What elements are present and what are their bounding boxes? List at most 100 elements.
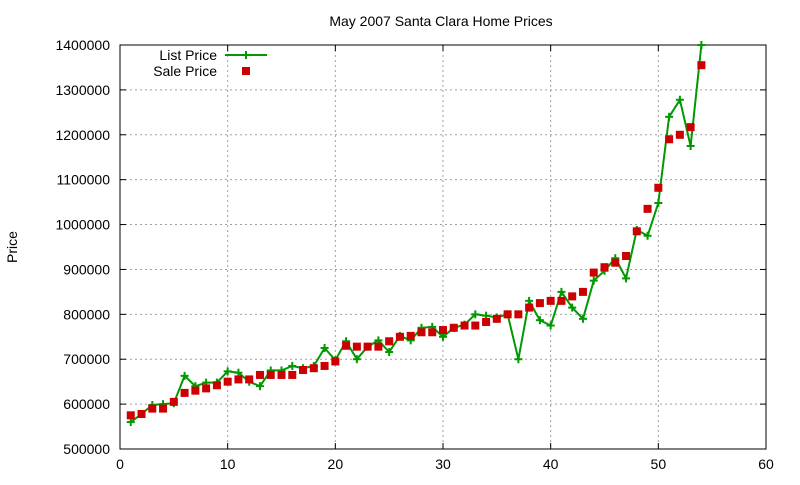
list-price-point <box>697 41 706 49</box>
list-price-point <box>439 332 447 341</box>
list-price-point <box>126 418 135 427</box>
sale-price-point <box>191 386 200 395</box>
list-price-point <box>589 276 598 285</box>
x-tick-label: 60 <box>758 456 774 472</box>
sale-price-point <box>202 384 211 393</box>
sale-price-point <box>385 337 394 346</box>
sale-price-point <box>546 296 555 305</box>
x-tick-label: 50 <box>651 456 667 472</box>
sale-price-point <box>578 287 587 296</box>
list-price-point <box>557 287 566 296</box>
list-price-point <box>525 296 534 305</box>
sale-price-point <box>643 204 652 213</box>
list-price-line <box>130 44 703 423</box>
list-price-point <box>320 344 329 352</box>
sale-price-point <box>589 268 598 277</box>
sale-price-point <box>126 411 135 420</box>
x-tick-label: 40 <box>543 456 559 472</box>
sale-price-point <box>439 326 447 335</box>
sale-price-point <box>288 370 297 379</box>
sale-price-point <box>632 227 641 236</box>
y-tick-label: 600000 <box>63 396 110 412</box>
sale-price-point <box>675 130 684 139</box>
sale-price-point <box>600 263 609 272</box>
sale-price-point <box>331 357 340 366</box>
y-tick-label: 1200000 <box>55 127 110 143</box>
sale-price-point <box>299 365 308 374</box>
sale-price-point <box>309 364 318 373</box>
list-price-point <box>385 348 394 357</box>
list-price-point <box>578 314 587 323</box>
list-price-point <box>514 355 523 364</box>
tick-labels: 0 10 20 30 40 50 60 500000 600000 700000 800000 900… <box>55 37 774 472</box>
sale-price-point <box>471 321 480 330</box>
legend-sample-sale-price <box>242 67 250 75</box>
y-axis-label: Price <box>4 231 20 263</box>
list-price-point <box>288 361 297 370</box>
x-tick-label: 10 <box>220 456 236 472</box>
y-tick-label: 1000000 <box>55 217 110 233</box>
sale-price-point <box>212 381 221 390</box>
list-price-point <box>686 142 695 150</box>
list-price-point <box>675 95 684 104</box>
y-tick-label: 1400000 <box>55 37 110 53</box>
sale-price-point <box>342 341 351 350</box>
list-price-point <box>471 310 480 319</box>
y-tick-label: 700000 <box>63 351 110 367</box>
list-price-point <box>234 368 243 377</box>
sale-price-point <box>352 342 361 351</box>
sale-price-point <box>245 375 254 384</box>
sale-price-point <box>148 404 157 413</box>
list-price-point <box>643 231 652 240</box>
sale-price-point <box>277 370 286 379</box>
sale-price-point <box>697 61 706 70</box>
sale-price-point <box>417 328 426 337</box>
list-price-point <box>665 112 674 121</box>
list-price-point <box>654 199 663 208</box>
y-tick-label: 1300000 <box>55 82 110 98</box>
sale-price-point <box>611 258 620 267</box>
x-tick-label: 30 <box>435 456 451 472</box>
sale-price-point <box>482 317 491 326</box>
sale-price-point <box>654 183 663 192</box>
list-price-point <box>535 316 544 325</box>
list-price-point <box>255 382 264 391</box>
sale-price-point <box>449 323 458 332</box>
sale-price-point <box>428 328 437 337</box>
data-series <box>126 41 706 427</box>
sale-price-point <box>535 299 544 308</box>
list-price-point <box>546 321 555 330</box>
axes <box>119 44 767 450</box>
y-tick-label: 500000 <box>63 441 110 457</box>
list-price-point <box>352 355 361 364</box>
y-tick-label: 900000 <box>63 261 110 277</box>
sale-price-point <box>159 404 168 413</box>
chart-title: May 2007 Santa Clara Home Prices <box>329 13 552 29</box>
sale-price-point <box>406 331 415 340</box>
x-tick-label: 0 <box>116 456 124 472</box>
list-price-point <box>223 367 232 376</box>
sale-price-point <box>320 361 329 370</box>
sale-price-point <box>460 321 469 330</box>
sale-price-point <box>525 303 534 312</box>
sale-price-point <box>622 251 631 260</box>
sale-price-point <box>223 377 232 386</box>
sale-price-point <box>255 370 264 379</box>
legend-label-list-price: List Price <box>159 47 217 63</box>
list-price-point <box>622 274 631 283</box>
x-tick-label: 20 <box>328 456 344 472</box>
sale-price-point <box>234 375 243 384</box>
sale-price-point <box>363 342 372 351</box>
sale-price-point <box>503 310 512 319</box>
sale-price-point <box>137 409 146 418</box>
sale-price-point <box>557 296 566 305</box>
sale-price-point <box>514 310 523 319</box>
sale-price-point <box>665 135 674 144</box>
legend-label-sale-price: Sale Price <box>153 63 217 79</box>
sale-price-point <box>395 332 404 341</box>
y-tick-label: 800000 <box>63 306 110 322</box>
sale-price-point <box>180 388 189 397</box>
y-tick-label: 1100000 <box>57 172 111 188</box>
